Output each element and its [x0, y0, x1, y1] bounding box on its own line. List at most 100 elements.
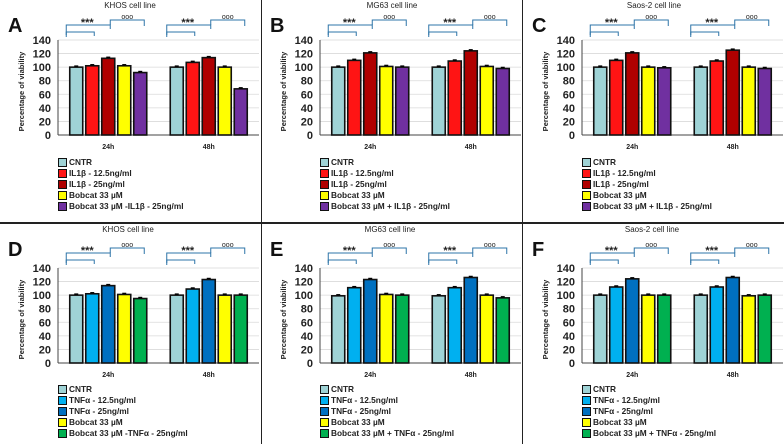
y-tick-label: 140: [295, 263, 313, 275]
significance-bracket: [210, 19, 246, 26]
x-tick-label: 48h: [727, 372, 739, 379]
bar-24h-series-2: [100, 57, 116, 136]
legend-swatch: [320, 396, 329, 405]
y-tick-label: 140: [295, 35, 313, 47]
legend-swatch: [582, 169, 591, 178]
chart-panel-e: E MG63 cell line 0 20 40 60 80 100 120 140 Percent…: [262, 224, 523, 444]
legend-item: IL1β - 12.5ng/ml: [320, 168, 450, 179]
y-tick-label: 20: [301, 344, 313, 356]
panel-letter: C: [532, 15, 546, 37]
bar-24h-series-1: [608, 59, 624, 136]
significance-bracket: [65, 259, 95, 265]
bar-48h-series-2: [201, 278, 217, 364]
significance-label: ooo: [645, 242, 657, 249]
significance-label: ***: [343, 17, 357, 29]
bar-24h-series-1: [84, 292, 100, 364]
significance-label: ***: [605, 245, 619, 257]
x-tick-label: 24h: [364, 372, 376, 379]
legend-label: TNFα - 25ng/ml: [69, 406, 129, 416]
legend-label: Bobcat 33 µM: [331, 417, 385, 427]
significance-label: ***: [181, 245, 195, 257]
legend-label: TNFα - 25ng/ml: [593, 406, 653, 416]
bar-48h-series-4: [757, 67, 773, 136]
bar-48h-series-4: [495, 297, 511, 364]
bar-48h-series-1: [709, 286, 725, 364]
bar-24h-series-3: [378, 293, 394, 364]
significance-bracket: [633, 19, 669, 26]
bar-24h-series-4: [132, 297, 148, 364]
legend-label: Bobcat 33 µM + TNFα - 25ng/ml: [593, 428, 717, 438]
x-tick-label: 24h: [364, 144, 376, 151]
legend-swatch: [582, 202, 591, 211]
legend-label: IL1β - 12.5ng/ml: [593, 168, 656, 178]
significance-bracket: [327, 24, 373, 35]
legend-item: Bobcat 33 µM + TNFα - 25ng/ml: [320, 428, 454, 439]
legend-swatch: [58, 396, 67, 405]
bar-24h-series-3: [640, 294, 656, 364]
divider: [0, 222, 784, 224]
legend-item: Bobcat 33 µM: [320, 190, 450, 201]
chart-title: MG63 cell line: [367, 1, 418, 10]
x-tick-label: 48h: [203, 144, 215, 151]
chart-title: KHOS cell line: [104, 1, 156, 10]
y-tick-label: 0: [307, 358, 313, 370]
legend-label: TNFα - 12.5ng/ml: [69, 395, 136, 405]
panel-letter: E: [270, 239, 283, 261]
bar-24h-series-3: [116, 64, 132, 136]
legend-swatch: [582, 429, 591, 438]
bar-48h-series-3: [217, 66, 233, 136]
chart-panel-a: A KHOS cell line 0 20 40 60 80 100 120 140 Percent…: [0, 0, 261, 221]
significance-label: ooo: [222, 14, 234, 21]
legend-swatch: [582, 158, 591, 167]
bar-24h-series-0: [330, 295, 346, 364]
legend-item: TNFα - 25ng/ml: [582, 406, 716, 417]
y-axis-label: Percentage of viability: [279, 279, 288, 359]
legend-item: Bobcat 33 µM -IL1β - 25ng/ml: [58, 201, 184, 212]
significance-bracket: [428, 252, 474, 263]
x-tick-label: 48h: [203, 372, 215, 379]
legend-item: Bobcat 33 µM: [58, 417, 188, 428]
x-tick-label: 24h: [102, 144, 114, 151]
bar-48h-series-1: [447, 286, 463, 364]
legend-swatch: [320, 418, 329, 427]
y-tick-label: 40: [301, 103, 313, 115]
panel-letter: A: [8, 15, 22, 37]
significance-label: ooo: [484, 242, 496, 249]
bar-48h-series-3: [479, 294, 495, 364]
y-tick-label: 80: [301, 304, 313, 316]
significance-label: ***: [705, 17, 719, 29]
legend-item: TNFα - 25ng/ml: [320, 406, 454, 417]
legend-label: TNFα - 12.5ng/ml: [593, 395, 660, 405]
chart-title: MG63 cell line: [365, 225, 416, 234]
significance-bracket: [472, 247, 508, 254]
legend-item: Bobcat 33 µM + IL1β - 25ng/ml: [582, 201, 712, 212]
legend-label: CNTR: [69, 384, 93, 394]
y-tick-label: 20: [39, 344, 51, 356]
y-tick-label: 140: [33, 35, 51, 47]
bar-24h-series-0: [330, 66, 346, 136]
legend-swatch: [58, 385, 67, 394]
bar-48h-series-2: [725, 49, 741, 136]
bar-24h-series-0: [68, 66, 84, 136]
legend-item: Bobcat 33 µM: [582, 417, 716, 428]
significance-label: ooo: [645, 14, 657, 21]
legend-label: IL1β - 12.5ng/ml: [69, 168, 132, 178]
legend-swatch: [582, 191, 591, 200]
y-tick-label: 60: [563, 317, 575, 329]
legend-item: TNFα - 12.5ng/ml: [582, 395, 716, 406]
significance-label: ooo: [746, 14, 758, 21]
bar-48h-series-0: [431, 295, 447, 364]
legend-label: Bobcat 33 µM + IL1β - 25ng/ml: [593, 201, 712, 211]
bar-48h-series-3: [741, 66, 757, 136]
significance-label: ***: [181, 17, 195, 29]
legend-item: Bobcat 33 µM: [58, 190, 184, 201]
legend-label: Bobcat 33 µM: [331, 190, 385, 200]
legend-label: Bobcat 33 µM + TNFα - 25ng/ml: [331, 428, 455, 438]
bar-48h-series-0: [693, 294, 709, 364]
bar-48h-series-4: [495, 67, 511, 136]
bar-24h-series-4: [656, 294, 672, 364]
y-tick-label: 80: [39, 76, 51, 88]
